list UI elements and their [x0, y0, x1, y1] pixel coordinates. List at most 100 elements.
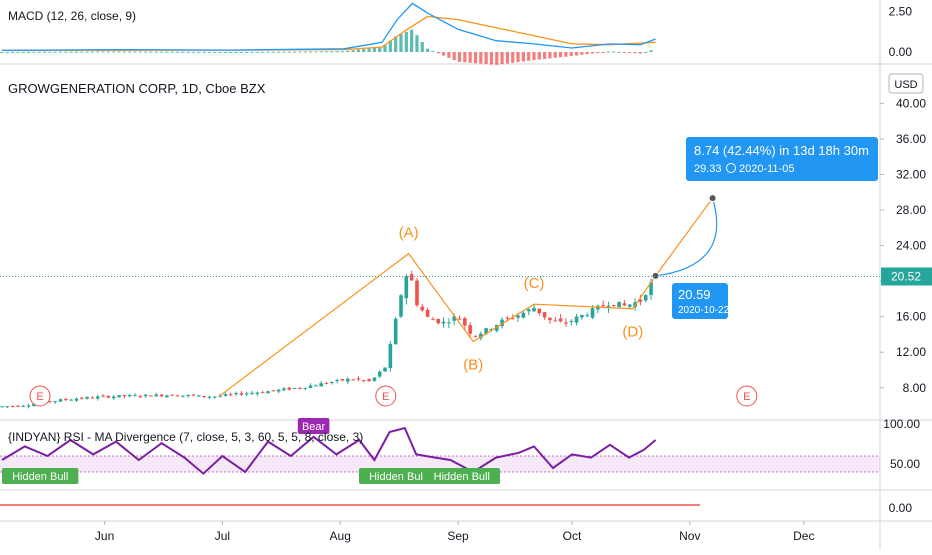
candle-body	[244, 393, 249, 395]
candle-body	[431, 319, 435, 321]
macd-histogram-bar	[218, 51, 222, 53]
macd-histogram-bar	[527, 52, 531, 61]
price-tick-label: 16.00	[896, 310, 926, 324]
annotation-layer: E E E 8.74 (42.44%) in 13d 18h 30m 29.33 2020…	[29, 137, 878, 407]
candle-body	[516, 315, 520, 318]
macd-histogram-bar	[239, 51, 243, 53]
wave-zigzag-line	[218, 252, 657, 398]
macd-histogram-bar	[293, 51, 297, 53]
candle-body	[335, 379, 339, 381]
candle-body	[69, 399, 73, 401]
macd-histogram-bar	[117, 51, 121, 53]
candle-body	[510, 318, 515, 320]
candle-body	[526, 309, 531, 312]
macd-histogram-bar	[495, 52, 499, 65]
candle-body	[228, 394, 233, 396]
price-tick-label: 36.00	[896, 132, 926, 146]
macd-histogram-bar	[622, 52, 627, 53]
candle-body	[175, 395, 180, 397]
macd-histogram-bar	[638, 52, 642, 54]
candle-body	[479, 333, 483, 339]
macd-histogram-bar	[112, 51, 116, 53]
candle-body	[505, 317, 510, 319]
candle-body	[16, 405, 20, 407]
macd-histogram-bar	[223, 51, 228, 53]
macd-histogram-bar	[431, 51, 435, 53]
bottom-tick-label: 0.00	[889, 501, 913, 515]
candle-body	[585, 315, 589, 317]
candle-body	[308, 385, 313, 388]
macd-histogram-bar	[511, 52, 515, 63]
macd-histogram-bar	[319, 51, 323, 53]
candle-body	[48, 401, 52, 403]
candle-body	[5, 406, 10, 408]
macd-histogram-bar	[500, 52, 504, 65]
candle-body	[276, 389, 281, 392]
price-tick-label: 8.00	[903, 381, 927, 395]
candle-body	[457, 318, 462, 320]
candle-body	[580, 314, 584, 318]
macd-histogram-bar	[175, 51, 180, 53]
candle-body	[447, 322, 451, 324]
macd-histogram-bar	[574, 52, 579, 56]
candle-body	[558, 318, 563, 322]
candle-body	[133, 395, 137, 397]
macd-histogram-bar	[154, 51, 158, 53]
macd-histogram-bar	[463, 52, 467, 63]
candle-body	[314, 385, 318, 387]
candle-body	[32, 403, 36, 407]
candle-body	[260, 392, 265, 394]
candle-body	[26, 405, 31, 407]
candle-body	[255, 392, 260, 394]
measure-date: 2020-11-05	[739, 163, 794, 175]
candle-body	[80, 397, 84, 399]
macd-histogram-bar	[330, 51, 334, 53]
macd-histogram-bar	[53, 51, 57, 53]
candle-body	[590, 308, 595, 318]
wave-label: (D)	[622, 324, 643, 341]
macd-histogram-bar	[250, 51, 254, 53]
axis-layer: 40.0036.0032.0028.0024.0020.0016.0012.00…	[0, 5, 932, 543]
wave-label: (A)	[399, 225, 419, 242]
candle-body	[117, 395, 121, 398]
candle-body	[627, 304, 632, 307]
macd-histogram-bar	[436, 52, 440, 54]
currency-button[interactable]: USD	[888, 73, 924, 94]
macd-histogram-bar	[245, 51, 249, 53]
candle-body	[564, 322, 568, 324]
measure-tooltip	[686, 137, 878, 181]
earnings-letter: E	[36, 391, 43, 403]
macd-histogram-bar	[537, 52, 541, 60]
current-price-tag	[881, 267, 932, 286]
macd-histogram-bar	[548, 52, 552, 59]
macd-histogram-bar	[521, 52, 525, 62]
macd-histogram-bar	[32, 51, 36, 53]
candle-body	[181, 395, 185, 397]
macd-histogram-bar	[346, 50, 350, 52]
measure-start-dot	[651, 271, 660, 280]
time-tick-label: Sep	[447, 529, 469, 543]
candle-body	[85, 397, 89, 399]
rsi-signal-text: Hidden Bull	[12, 471, 68, 483]
macd-histogram-bar	[628, 52, 632, 53]
time-tick-label: Jun	[95, 529, 114, 543]
candle-body	[388, 343, 393, 369]
candle-body	[420, 306, 425, 311]
currency-label: USD	[894, 79, 917, 91]
macd-histogram-bar	[90, 51, 95, 53]
candle-body	[351, 379, 355, 381]
candle-body	[122, 395, 127, 397]
current-price-label: 20.52	[891, 269, 921, 283]
candle-body	[612, 304, 616, 307]
candle-body	[622, 303, 627, 306]
price-tick-label: 40.00	[896, 96, 926, 110]
candle-body	[404, 276, 409, 299]
macd-histogram-bar	[633, 52, 637, 54]
candle-body	[90, 397, 95, 399]
macd-histogram-bar	[261, 51, 265, 53]
rsi-series: Hidden Bull Bear Hidden Bull Hidden Bull	[1, 418, 657, 484]
macd-histogram-bar	[58, 51, 63, 53]
macd-histogram-bar	[324, 51, 329, 53]
candle-body	[324, 383, 329, 385]
